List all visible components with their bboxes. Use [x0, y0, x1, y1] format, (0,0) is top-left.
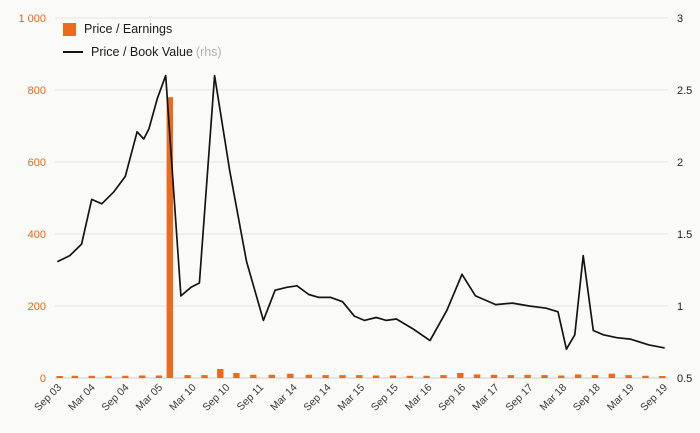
svg-text:Sep 10: Sep 10	[200, 382, 232, 414]
svg-text:400: 400	[28, 229, 46, 241]
svg-text:800: 800	[28, 85, 46, 97]
bar-series-layer	[56, 97, 666, 378]
svg-text:Sep 14: Sep 14	[301, 382, 333, 414]
svg-text:Sep 17: Sep 17	[503, 382, 535, 414]
svg-text:Mar 18: Mar 18	[538, 382, 570, 414]
svg-text:1 000: 1 000	[18, 13, 46, 25]
svg-text:1: 1	[677, 301, 683, 313]
svg-text:Sep 03: Sep 03	[32, 382, 64, 414]
x-axis-labels: Sep 03 Mar 04 Sep 04 Mar 05 Mar 10 Sep 10 Sep …	[32, 382, 670, 414]
svg-text:3: 3	[677, 13, 683, 25]
chart-legend: Price / Earnings Price / Book Value (rhs)	[63, 22, 222, 59]
svg-text:Mar 17: Mar 17	[470, 382, 502, 414]
svg-text:Mar 10: Mar 10	[167, 382, 199, 414]
rhs-note: (rhs)	[195, 45, 222, 59]
svg-text:Mar 19: Mar 19	[605, 382, 637, 414]
svg-text:1.5: 1.5	[677, 229, 692, 241]
legend-item-price-earnings: Price / Earnings	[63, 22, 222, 36]
left-axis-labels: 0 200 400 600 800 1 000	[18, 13, 46, 385]
svg-text:Mar 16: Mar 16	[403, 382, 435, 414]
svg-text:0: 0	[40, 373, 46, 385]
svg-text:Mar 04: Mar 04	[66, 382, 98, 414]
svg-text:Sep 18: Sep 18	[571, 382, 603, 414]
svg-text:2.5: 2.5	[677, 85, 692, 97]
svg-text:Mar 14: Mar 14	[268, 382, 300, 414]
bar-series-swatch-icon	[63, 22, 76, 36]
svg-text:Mar 05: Mar 05	[134, 382, 166, 414]
svg-text:Mar 15: Mar 15	[336, 382, 368, 414]
svg-text:0.5: 0.5	[677, 373, 692, 385]
svg-text:2: 2	[677, 157, 683, 169]
legend-label-price-earnings: Price / Earnings	[84, 22, 173, 36]
legend-label-price-book-value: Price / Book Value (rhs)	[91, 45, 222, 59]
line-series-swatch-icon	[63, 50, 83, 54]
svg-text:Sep 11: Sep 11	[235, 382, 267, 414]
svg-text:Sep 19: Sep 19	[638, 382, 670, 414]
svg-text:Sep 16: Sep 16	[436, 382, 468, 414]
line-series-layer	[57, 74, 665, 351]
legend-item-price-book-value: Price / Book Value (rhs)	[63, 45, 222, 59]
svg-text:200: 200	[28, 301, 46, 313]
svg-text:600: 600	[28, 157, 46, 169]
grid-layer	[55, 17, 668, 379]
right-axis-labels: 0.5 1 1.5 2 2.5 3	[677, 13, 692, 385]
svg-text:Sep 15: Sep 15	[369, 382, 401, 414]
svg-text:Sep 04: Sep 04	[99, 382, 131, 414]
